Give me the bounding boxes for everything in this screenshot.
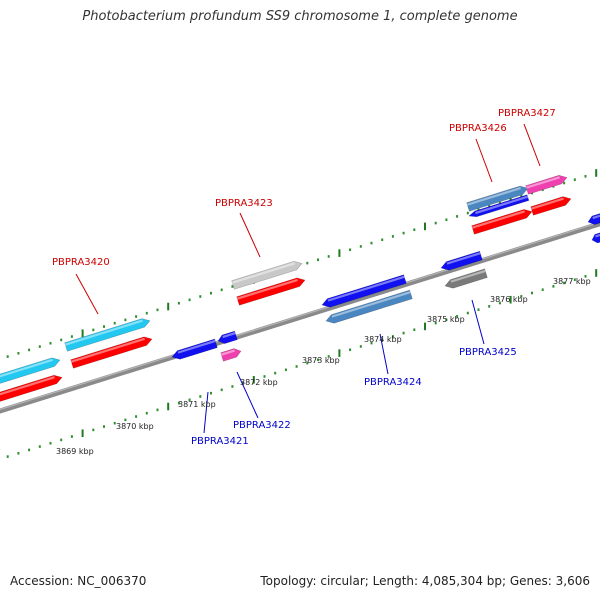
- gene-label[interactable]: PBPRA3421: [191, 436, 249, 447]
- kbp-label: 3874 kbp: [364, 335, 402, 344]
- lower-tick-track: [6, 269, 598, 458]
- gene-label[interactable]: PBPRA3422: [233, 420, 291, 431]
- callout-PBPRA3426: PBPRA3426: [449, 123, 507, 183]
- gene-arrow-red: [70, 336, 153, 369]
- kbp-label: 3870 kbp: [116, 422, 154, 431]
- genome-summary-text: Topology: circular; Length: 4,085,304 bp…: [260, 574, 590, 588]
- leader-line: [236, 371, 259, 419]
- callout-PBPRA3420: PBPRA3420: [52, 257, 110, 315]
- kbp-label: 3869 kbp: [56, 447, 94, 456]
- gene-arrow-PBPRA3423: [231, 260, 303, 290]
- gene-arrow-PBPRA3426: [466, 185, 529, 212]
- gene-arrow-PBPRA3427: [525, 174, 568, 195]
- gene-arrow-PBPRA3424: [325, 289, 413, 324]
- callout-PBPRA3424: PBPRA3424: [364, 333, 422, 388]
- gene-label[interactable]: PBPRA3426: [449, 123, 507, 134]
- callout-PBPRA3422: PBPRA3422: [233, 371, 291, 431]
- gene-arrow-blue: [468, 194, 530, 218]
- kbp-label: 3871 kbp: [178, 400, 216, 409]
- leader-line: [523, 123, 541, 167]
- backbone-line: [0, 221, 600, 414]
- kbp-label: 3876 kbp: [490, 295, 528, 304]
- gene-arrow-red: [471, 209, 533, 235]
- gene-arrow-red: [530, 196, 572, 216]
- kbp-label: 3877 kbp: [553, 277, 591, 286]
- callout-PBPRA3427: PBPRA3427: [498, 108, 556, 167]
- leader-line: [239, 212, 261, 258]
- gene-arrow-blue-small: [217, 330, 238, 344]
- map-title: Photobacterium profundum SS9 chromosome …: [82, 9, 518, 24]
- gene-arrow-blue-partial: [591, 230, 600, 244]
- gene-arrow-PBPRA3421: [171, 338, 218, 360]
- callout-PBPRA3421: PBPRA3421: [191, 391, 249, 447]
- gene-feature-track: [0, 174, 600, 403]
- gene-callouts: PBPRA3420 PBPRA3421 PBPRA3422 PBPRA3423 PBPR…: [52, 108, 556, 447]
- kbp-label: 3875 kbp: [427, 315, 465, 324]
- gene-label[interactable]: PBPRA3424: [364, 377, 422, 388]
- gene-arrow-PBPRA3425: [444, 268, 488, 289]
- leader-line: [75, 273, 99, 315]
- kbp-label: 3873 kbp: [302, 356, 340, 365]
- gene-arrow-red: [236, 277, 306, 306]
- gene-label[interactable]: PBPRA3423: [215, 198, 273, 209]
- gene-arrow-PBPRA3420: [64, 318, 151, 352]
- chromosome-backbone: [0, 221, 600, 414]
- gene-arrow-blue-partial: [587, 211, 600, 225]
- accession-text: Accession: NC_006370: [10, 574, 147, 588]
- upper-tick-track: [6, 169, 598, 358]
- gene-label[interactable]: PBPRA3420: [52, 257, 110, 268]
- gene-arrow-blue: [321, 274, 407, 308]
- backbone-highlight: [0, 221, 600, 411]
- gene-label[interactable]: PBPRA3427: [498, 108, 556, 119]
- callout-PBPRA3425: PBPRA3425: [459, 299, 517, 358]
- gene-label[interactable]: PBPRA3425: [459, 347, 517, 358]
- gene-arrow-red-partial: [0, 374, 63, 403]
- leader-line: [203, 391, 209, 434]
- leader-line: [379, 333, 389, 375]
- gene-arrow-cyan-partial: [0, 357, 61, 385]
- leader-line: [471, 299, 485, 345]
- leader-line: [475, 138, 493, 183]
- kbp-label: 3872 kbp: [240, 378, 278, 387]
- gene-arrow-PBPRA3422: [220, 348, 242, 362]
- kbp-scale-labels: 3869 kbp 3870 kbp 3871 kbp 3872 kbp 3873 kbp…: [56, 277, 591, 456]
- callout-PBPRA3423: PBPRA3423: [215, 198, 273, 258]
- gene-arrow-blue: [440, 250, 483, 271]
